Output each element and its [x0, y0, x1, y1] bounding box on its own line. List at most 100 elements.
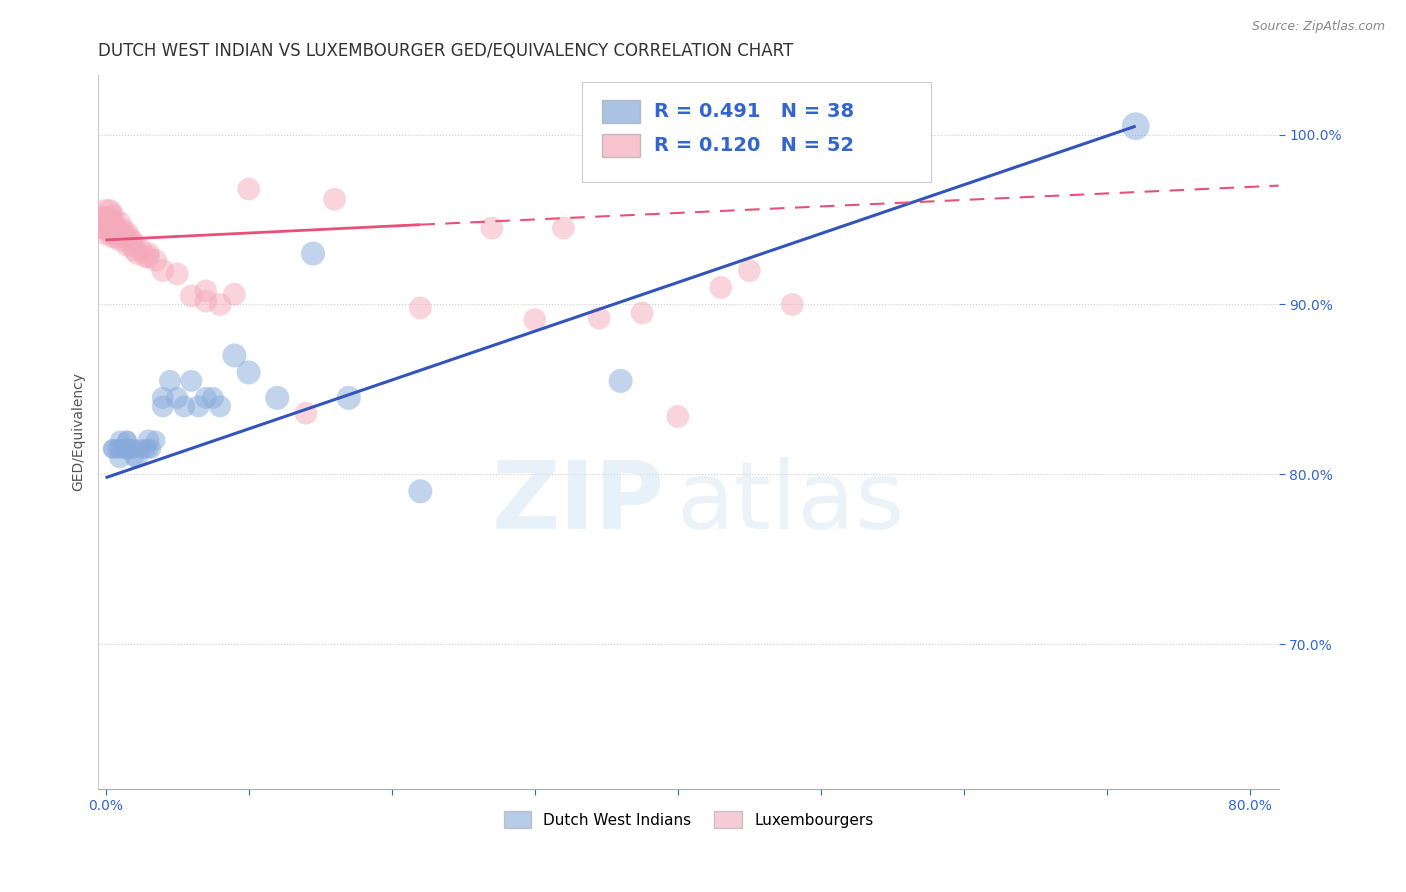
Point: [115, 434, 138, 448]
Point: [782, 297, 804, 311]
Point: [201, 391, 224, 405]
Point: [159, 374, 181, 388]
Point: [209, 400, 232, 414]
Point: [125, 246, 148, 260]
Point: [180, 289, 202, 303]
Point: [115, 442, 138, 456]
Point: [180, 374, 202, 388]
Point: [101, 219, 124, 234]
Point: [108, 233, 131, 247]
Point: [224, 348, 246, 362]
Point: [122, 243, 145, 257]
Point: [135, 442, 157, 456]
Point: [224, 287, 246, 301]
Point: [631, 306, 654, 320]
Point: [209, 297, 232, 311]
Point: [101, 223, 124, 237]
Point: [111, 442, 134, 456]
Text: atlas: atlas: [676, 458, 905, 549]
Text: DUTCH WEST INDIAN VS LUXEMBOURGER GED/EQUIVALENCY CORRELATION CHART: DUTCH WEST INDIAN VS LUXEMBOURGER GED/EQ…: [98, 42, 793, 60]
Point: [101, 226, 124, 240]
Point: [266, 391, 288, 405]
Point: [588, 311, 610, 326]
Point: [105, 442, 128, 456]
Text: ZIP: ZIP: [492, 458, 665, 549]
Point: [138, 434, 160, 448]
Point: [666, 409, 689, 424]
Point: [131, 243, 153, 257]
Point: [115, 238, 138, 252]
Point: [194, 294, 217, 309]
Point: [138, 246, 160, 260]
Point: [131, 442, 153, 456]
Point: [553, 221, 575, 235]
Point: [115, 226, 138, 240]
Point: [120, 238, 142, 252]
Point: [97, 223, 120, 237]
Point: [481, 221, 503, 235]
Point: [94, 209, 117, 223]
Point: [120, 233, 142, 247]
Point: [295, 406, 318, 420]
Point: [710, 280, 733, 294]
Point: [152, 263, 174, 277]
Point: [101, 442, 124, 456]
Point: [108, 442, 131, 456]
Point: [120, 442, 142, 456]
Point: [302, 246, 325, 260]
Point: [98, 204, 121, 219]
Point: [194, 284, 217, 298]
FancyBboxPatch shape: [602, 100, 640, 123]
Point: [105, 223, 128, 237]
Legend: Dutch West Indians, Luxembourgers: Dutch West Indians, Luxembourgers: [498, 805, 880, 834]
Point: [108, 216, 131, 230]
Point: [166, 267, 188, 281]
Point: [187, 400, 209, 414]
Point: [152, 391, 174, 405]
Point: [194, 391, 217, 405]
Point: [94, 221, 117, 235]
Point: [609, 374, 631, 388]
Point: [145, 434, 167, 448]
Point: [738, 263, 761, 277]
Text: R = 0.120   N = 52: R = 0.120 N = 52: [654, 136, 855, 155]
Point: [97, 216, 120, 230]
Point: [409, 301, 432, 315]
Point: [115, 434, 138, 448]
Point: [152, 400, 174, 414]
Text: R = 0.491   N = 38: R = 0.491 N = 38: [654, 102, 855, 121]
Point: [108, 450, 131, 465]
Point: [135, 250, 157, 264]
Point: [115, 229, 138, 244]
Point: [101, 229, 124, 244]
Point: [94, 216, 117, 230]
Point: [138, 250, 160, 264]
Point: [105, 229, 128, 244]
Point: [409, 484, 432, 499]
Point: [108, 434, 131, 448]
Point: [238, 182, 260, 196]
Y-axis label: GED/Equivalency: GED/Equivalency: [72, 372, 86, 491]
Point: [145, 253, 167, 268]
Point: [122, 442, 145, 456]
Point: [101, 209, 124, 223]
Point: [108, 226, 131, 240]
Point: [94, 216, 117, 230]
Point: [141, 442, 163, 456]
Point: [125, 450, 148, 465]
Point: [1125, 119, 1147, 133]
Point: [166, 391, 188, 405]
FancyBboxPatch shape: [602, 135, 640, 157]
Point: [122, 236, 145, 251]
Point: [323, 192, 346, 206]
Point: [173, 400, 195, 414]
Point: [238, 366, 260, 380]
FancyBboxPatch shape: [582, 82, 931, 182]
Point: [138, 442, 160, 456]
Point: [111, 223, 134, 237]
Point: [523, 312, 546, 326]
Point: [101, 442, 124, 456]
Text: Source: ZipAtlas.com: Source: ZipAtlas.com: [1251, 20, 1385, 33]
Point: [337, 391, 360, 405]
Point: [122, 450, 145, 465]
